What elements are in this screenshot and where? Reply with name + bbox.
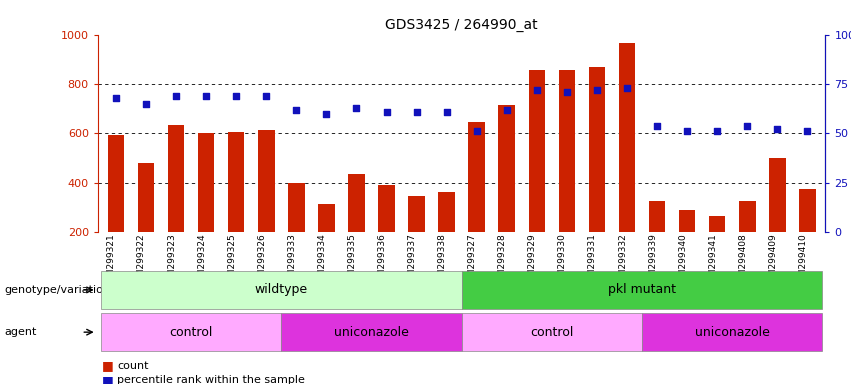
Bar [709,216,726,282]
Text: GSM299333: GSM299333 [288,233,296,288]
Bar [438,192,455,282]
Point [260,93,273,99]
Bar [378,185,395,282]
Text: GSM299330: GSM299330 [558,233,567,288]
Text: control: control [169,326,213,339]
Text: GSM299335: GSM299335 [347,233,357,288]
Bar [138,163,154,282]
Text: GSM299334: GSM299334 [317,233,327,288]
Text: GSM299321: GSM299321 [107,233,116,288]
Point [620,85,634,91]
Bar [168,125,185,282]
Point [770,126,784,132]
Bar [197,134,214,282]
Text: percentile rank within the sample: percentile rank within the sample [117,375,306,384]
Text: GSM299323: GSM299323 [167,233,176,288]
Bar [468,122,485,282]
Point [109,95,123,101]
Text: GSM299329: GSM299329 [528,233,537,288]
Text: uniconazole: uniconazole [334,326,409,339]
Text: GSM299338: GSM299338 [437,233,447,288]
Text: agent: agent [4,327,37,337]
Bar [288,183,305,282]
Bar [558,70,575,282]
Text: GSM299326: GSM299326 [257,233,266,288]
Point [230,93,243,99]
Point [320,111,334,117]
Point [530,87,544,93]
Bar [648,202,665,282]
Bar [107,135,124,282]
Bar [679,210,695,282]
Bar [589,67,605,282]
Text: GSM299325: GSM299325 [227,233,237,288]
Point [470,128,483,134]
Point [440,109,454,115]
Point [289,107,303,113]
Bar [769,158,785,282]
Bar [348,174,365,282]
Text: GSM299408: GSM299408 [739,233,747,288]
Text: uniconazole: uniconazole [694,326,769,339]
Text: GSM299340: GSM299340 [678,233,687,288]
Point [350,105,363,111]
Bar [408,197,425,282]
Text: GSM299322: GSM299322 [137,233,146,288]
Bar [499,105,515,282]
Point [169,93,183,99]
Point [740,122,754,129]
Point [199,93,213,99]
Text: GSM299341: GSM299341 [708,233,717,288]
Bar [258,130,275,282]
Title: GDS3425 / 264990_at: GDS3425 / 264990_at [386,18,538,32]
Point [711,128,724,134]
Text: GSM299409: GSM299409 [768,233,777,288]
Bar [318,204,334,282]
Bar [739,202,756,282]
Text: pkl mutant: pkl mutant [608,283,676,296]
Bar [528,70,545,282]
Text: GSM299324: GSM299324 [197,233,206,288]
Text: GSM299410: GSM299410 [798,233,808,288]
Text: GSM299339: GSM299339 [648,233,657,288]
Text: ■: ■ [102,374,114,384]
Bar [228,132,244,282]
Bar [799,189,816,282]
Text: GSM299332: GSM299332 [618,233,627,288]
Point [410,109,424,115]
Text: count: count [117,361,149,371]
Point [500,107,513,113]
Point [801,128,814,134]
Text: GSM299337: GSM299337 [408,233,417,288]
Point [590,87,603,93]
Point [140,101,153,107]
Text: wildtype: wildtype [254,283,308,296]
Text: control: control [530,326,574,339]
Text: GSM299331: GSM299331 [588,233,597,288]
Point [560,89,574,95]
Point [650,122,664,129]
Text: GSM299328: GSM299328 [498,233,506,288]
Text: GSM299327: GSM299327 [468,233,477,288]
Point [680,128,694,134]
Text: GSM299336: GSM299336 [378,233,386,288]
Point [380,109,393,115]
Bar [619,43,636,282]
Text: ■: ■ [102,359,114,372]
Text: genotype/variation: genotype/variation [4,285,111,295]
